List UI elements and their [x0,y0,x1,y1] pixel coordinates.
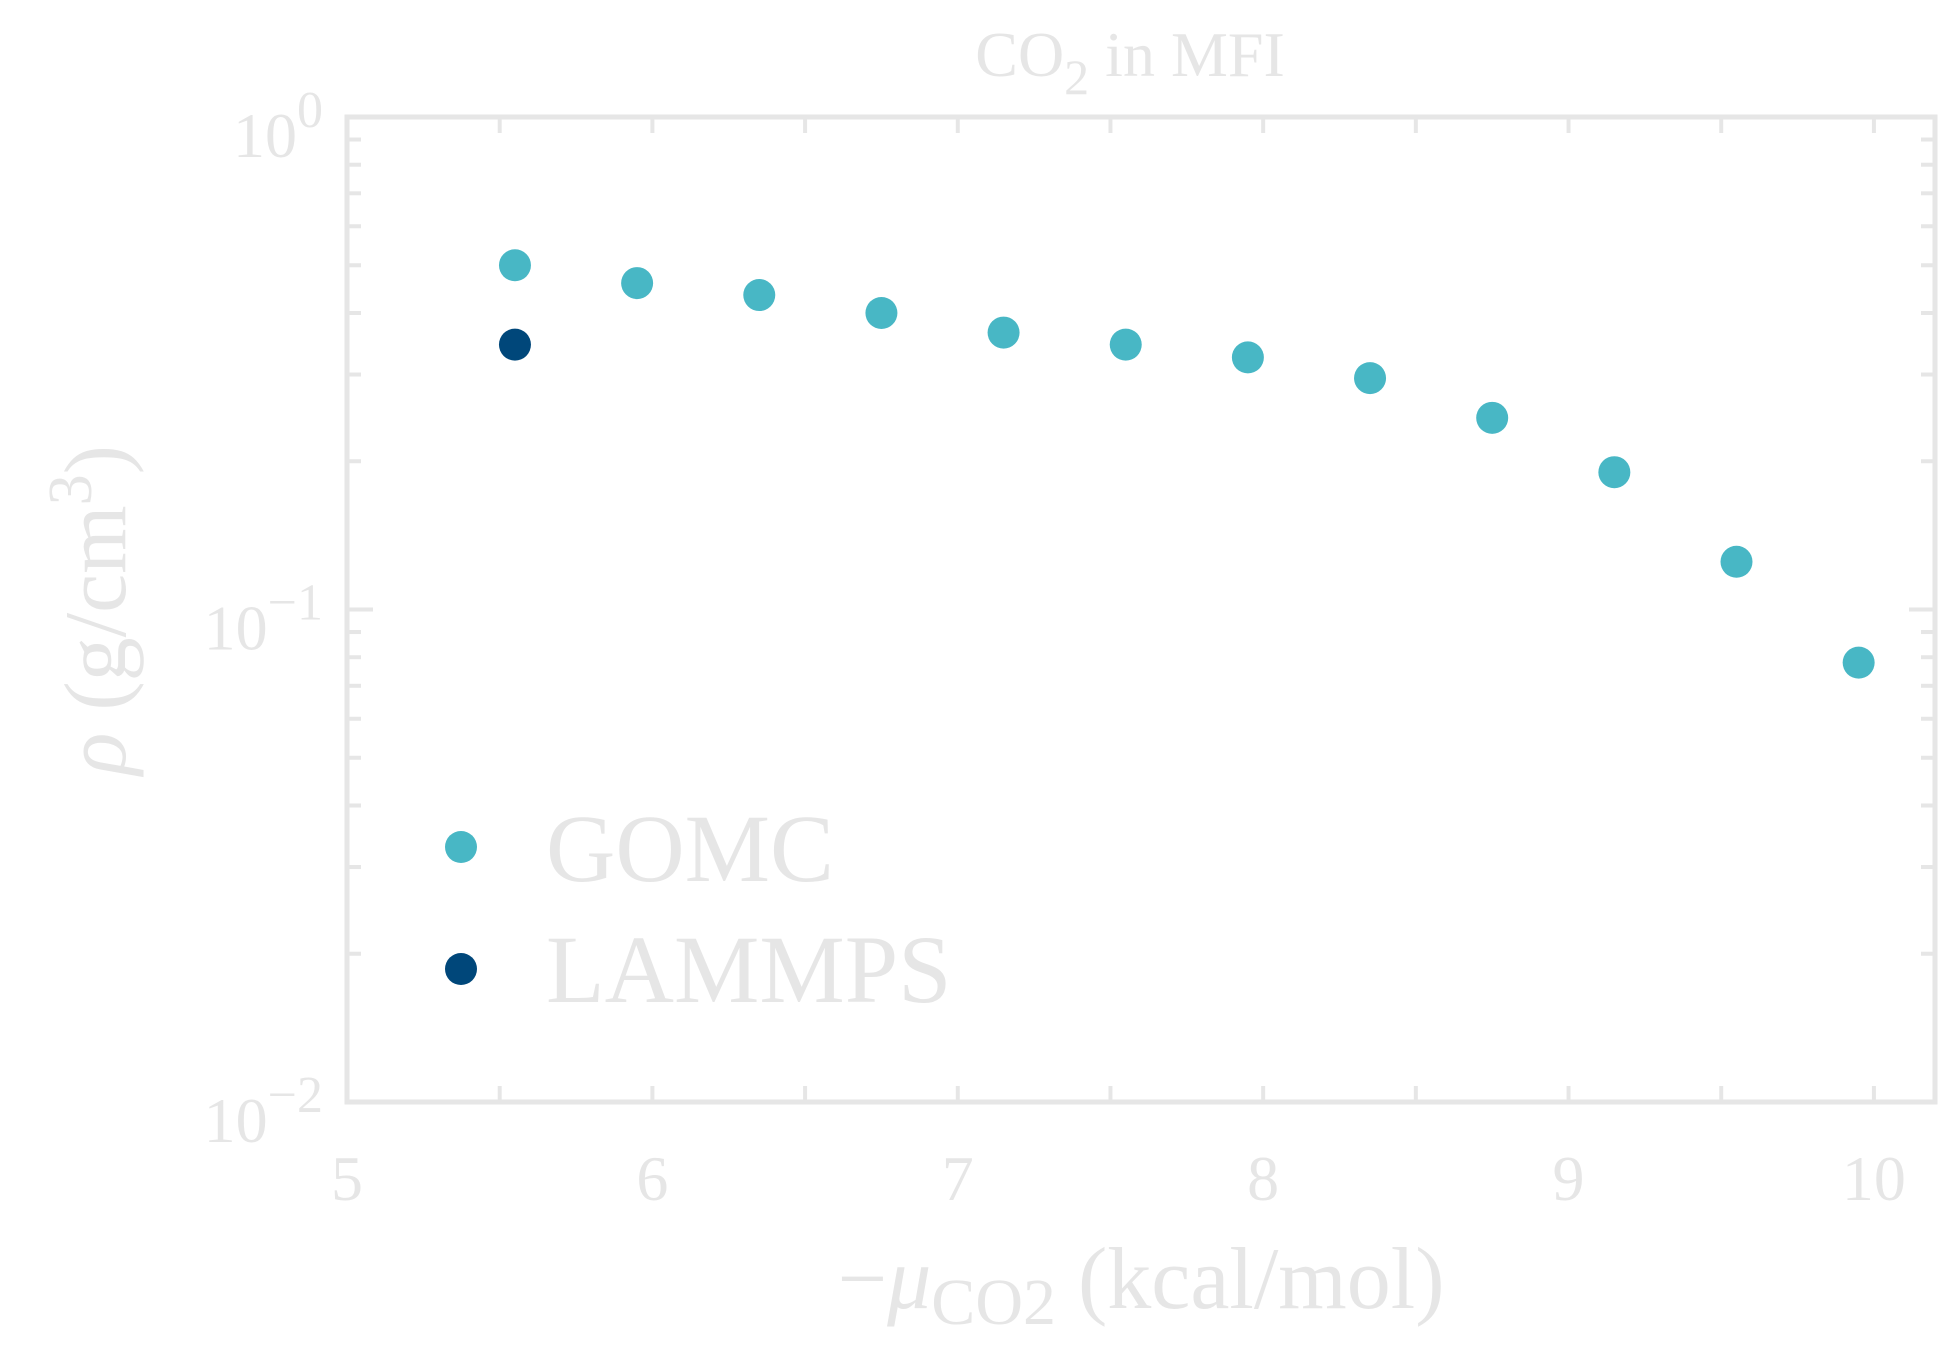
point-gomc [865,297,897,329]
x-tick-label: 10 [1842,1143,1906,1214]
point-gomc [499,249,531,281]
x-axis-label-units: (kcal/mol) [1056,1231,1445,1328]
x-axis-label-mu: μ [886,1231,931,1328]
point-gomc [988,317,1020,349]
point-gomc [1476,402,1508,434]
legend-label-gomc: GOMC [546,795,834,902]
y-tick-label: 100 [233,82,323,171]
point-gomc [743,279,775,311]
x-tick-labels: 5 6 7 8 9 10 [331,1143,1906,1214]
x-tick-label: 8 [1247,1143,1279,1214]
point-gomc [1110,329,1142,361]
y-axis-label-sup: 3 [37,474,105,505]
data-points [499,249,1875,678]
x-tick-label: 5 [331,1143,363,1214]
x-tick-label: 6 [636,1143,668,1214]
point-gomc [621,267,653,299]
point-lammps [499,329,531,361]
legend-marker-gomc [445,831,477,863]
x-tick-label: 7 [942,1143,974,1214]
title-subscript: 2 [1064,49,1089,105]
title-main: CO [975,19,1064,90]
y-tick-label: 10−2 [204,1067,323,1156]
y-axis-label-units: (g/cm [48,505,145,732]
y-tick-labels: 100 10−1 10−2 [204,82,323,1156]
x-axis-label-sub: CO2 [931,1266,1056,1339]
point-gomc [1598,456,1630,488]
point-gomc [1721,546,1753,578]
point-gomc [1843,647,1875,679]
point-gomc [1232,341,1264,373]
legend: GOMC LAMMPS [445,795,951,1023]
x-tick-label: 9 [1553,1143,1585,1214]
y-axis-label: ρ (g/cm3) [37,445,145,778]
y-axis-label-rho: ρ [48,733,145,778]
y-tick-label: 10−1 [204,575,323,664]
x-axis-label: −μCO2 (kcal/mol) [837,1231,1444,1339]
chart-title: CO2 in MFI [975,19,1285,105]
legend-marker-lammps [445,953,477,985]
x-axis-label-minus: − [837,1231,887,1328]
point-gomc [1354,362,1386,394]
title-rest: in MFI [1089,19,1285,90]
legend-label-lammps: LAMMPS [546,916,951,1023]
y-axis-label-close: ) [48,445,145,474]
